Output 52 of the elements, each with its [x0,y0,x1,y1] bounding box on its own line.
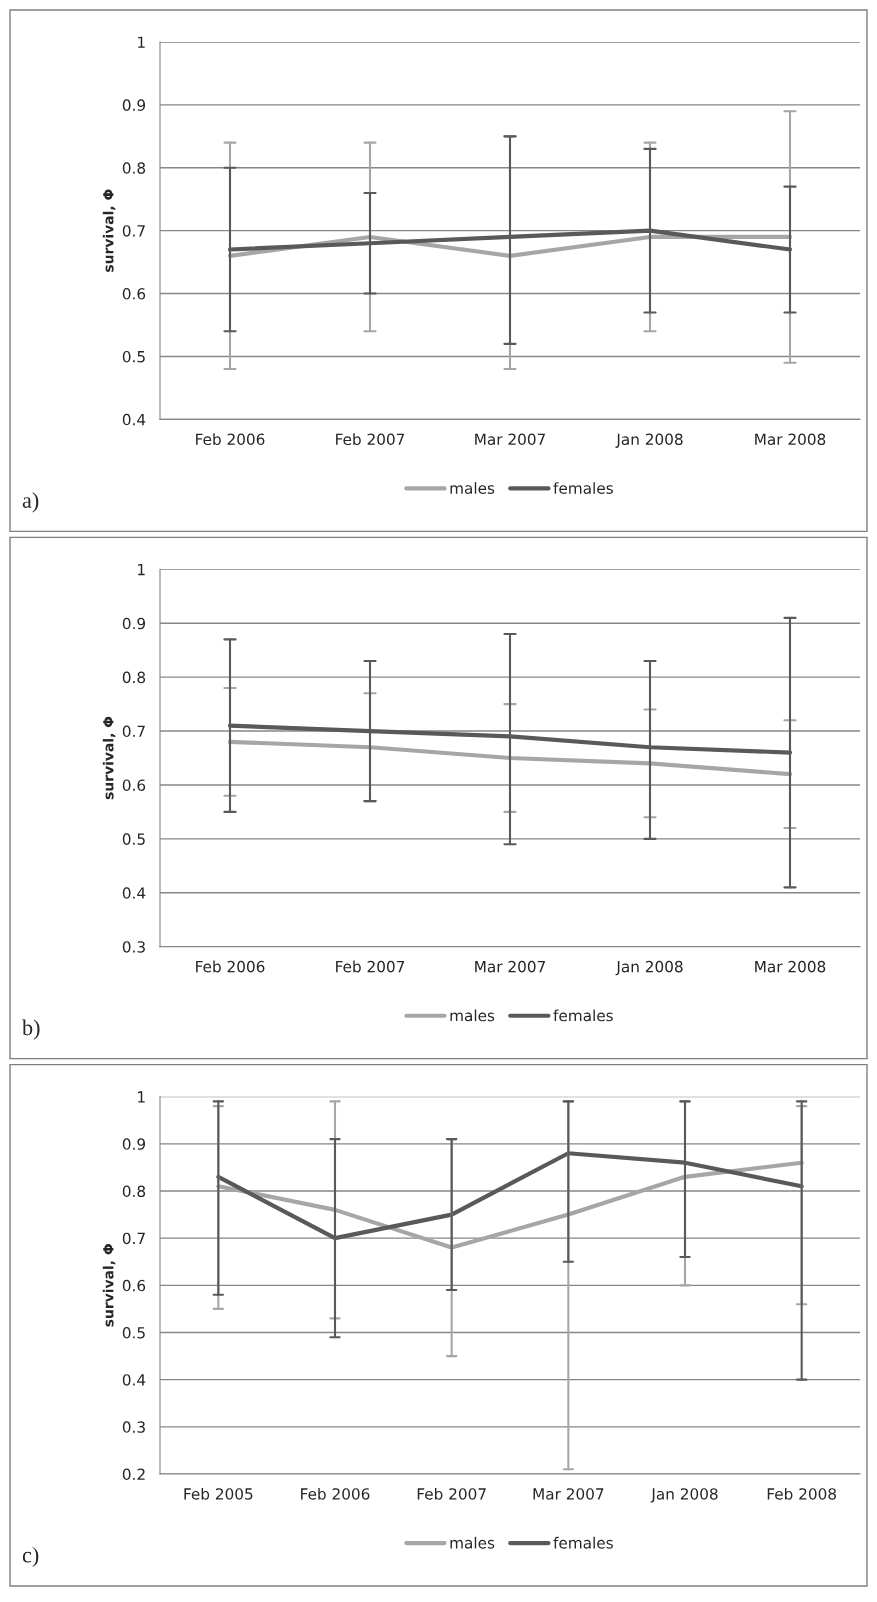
legend-label: females [553,1009,613,1022]
x-tick-label: Mar 2007 [533,1488,604,1500]
y-tick-label: 0.8 [122,162,146,174]
y-tick-label: 0.8 [122,671,146,684]
x-tick-label: Feb 2007 [417,1487,486,1500]
y-tick-label: 0.9 [122,99,146,111]
y-tick-label: 0.5 [122,350,145,363]
x-tick-label: Jan 2008 [615,433,683,448]
y-tick-label: 1 [138,36,145,48]
y-tick-label: 0.7 [122,725,145,738]
x-tick-label: Mar 2007 [475,433,545,446]
y-tick-label: 0.2 [122,1468,145,1481]
x-tick-label: Feb 2008 [767,1487,837,1500]
y-tick-label: 0.5 [122,833,145,845]
x-tick-label: Feb 2006 [301,1487,370,1500]
text: a) [22,492,39,513]
legend-label: males [450,1009,495,1022]
y-tick-label: 0.5 [122,1326,145,1339]
legend-label: males [450,482,495,494]
y-tick-label: 0.9 [122,1138,146,1150]
x-tick-label: Mar 2008 [755,433,826,446]
text: c) [22,1546,39,1568]
y-axis-title: survival, Φ [102,1244,116,1327]
y-tick-label: 0.4 [122,887,146,899]
y-tick-label: 0.6 [122,1279,146,1292]
y-tick-label: 0.3 [122,1421,145,1433]
text: b) [22,1019,40,1040]
x-tick-label: Feb 2007 [336,960,405,973]
y-axis-title: survival, Φ [102,189,116,272]
y-tick-label: 0.4 [122,413,146,426]
x-tick-label: Feb 2005 [184,1487,253,1500]
x-tick-label: Mar 2007 [475,960,545,973]
y-tick-label: 1 [138,564,145,576]
legend-label: males [450,1536,495,1549]
legend-label: females [553,1536,613,1549]
x-tick-label: Mar 2008 [755,960,826,973]
x-tick-label: Feb 2007 [336,433,405,446]
y-tick-label: 0.6 [122,288,146,300]
x-tick-label: Feb 2006 [196,960,265,973]
y-tick-label: 0.3 [122,941,145,953]
y-tick-label: 1 [138,1091,145,1103]
y-tick-label: 0.6 [122,779,146,791]
y-axis-title: survival, Φ [102,716,116,800]
y-tick-label: 0.4 [122,1374,146,1386]
y-tick-label: 0.7 [122,1232,145,1245]
legend-label: females [553,482,613,494]
x-tick-label: Feb 2006 [196,433,265,446]
x-tick-label: Jan 2008 [615,960,683,976]
y-tick-label: 0.8 [122,1185,146,1198]
y-tick-label: 0.9 [122,617,146,630]
y-tick-label: 0.7 [122,225,145,237]
x-tick-label: Jan 2008 [650,1488,718,1503]
